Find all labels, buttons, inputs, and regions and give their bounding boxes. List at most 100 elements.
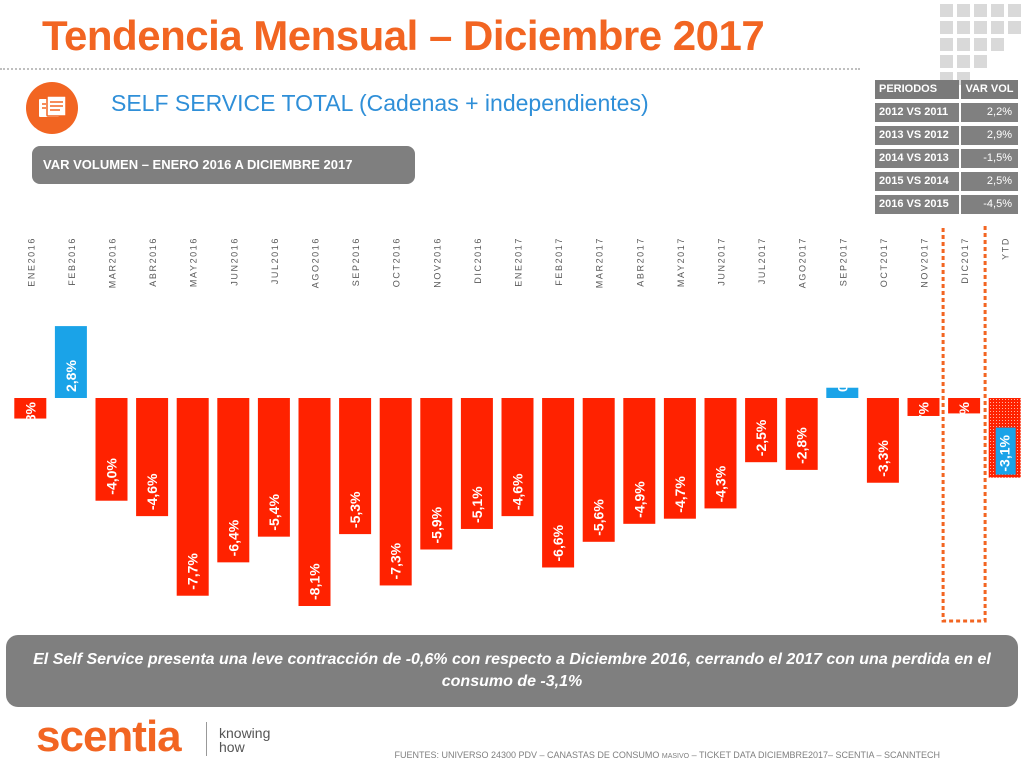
logo-wordmark: scentia: [36, 712, 182, 761]
logo-tagline-line1: knowing: [219, 725, 271, 741]
category-tick-label: ENE2017: [514, 237, 524, 287]
bar-value-label: -0,7%: [916, 401, 932, 438]
bar-value-label: -4,6%: [144, 473, 160, 510]
bar-value-label: -5,3%: [347, 491, 363, 528]
bar-value-label: -5,6%: [591, 499, 607, 536]
decorative-square: [974, 21, 987, 34]
bar-value-label: -5,1%: [469, 486, 485, 523]
logo-tagline: knowing how: [219, 726, 289, 754]
decorative-square: [957, 38, 970, 51]
highlight-frame: [941, 225, 987, 623]
category-tick-label: SEP2016: [351, 237, 361, 286]
category-tick-label: JUN2016: [229, 237, 239, 286]
source-text-c: – TICKET DATA DICIEMBRE2017– SCENTIA – S…: [689, 750, 940, 760]
volume-range-label: VAR VOLUMEN – ENERO 2016 A DICIEMBRE 201…: [32, 146, 415, 184]
decorative-square: [940, 4, 953, 17]
bar-value-label: 0,4%: [834, 360, 850, 392]
periods-table-row: 2015 VS 2014 2,5%: [875, 172, 1018, 191]
bar: [257, 398, 290, 537]
decorative-square: [957, 21, 970, 34]
bar: [54, 326, 87, 398]
decorative-square: [991, 4, 1004, 17]
bar-value-label: 2,8%: [63, 360, 79, 392]
bar-value-label: -7,7%: [185, 553, 201, 590]
decorative-square: [940, 38, 953, 51]
period-cell: 2016 VS 2015: [875, 195, 959, 214]
category-tick-label: AGO2016: [311, 237, 321, 288]
logo-divider: [206, 722, 207, 756]
bar-value-label: -4,0%: [104, 458, 120, 495]
decorative-square: [957, 4, 970, 17]
bar-value-label: -2,8%: [794, 427, 810, 464]
bar: [745, 398, 778, 463]
bar: [298, 398, 331, 606]
bar-value-label: -0,8%: [22, 401, 38, 438]
periods-table-row: 2013 VS 2012 2,9%: [875, 126, 1018, 145]
bar: [379, 398, 412, 586]
bar: [704, 398, 737, 509]
var-vol-cell: 2,5%: [961, 172, 1018, 191]
category-tick-label: JUL2017: [757, 237, 767, 284]
category-tick-label: FEB2016: [67, 237, 77, 286]
category-tick-label: MAR2016: [108, 237, 118, 288]
bar: [420, 398, 453, 550]
bar-value-label: -4,3%: [713, 465, 729, 502]
footer-source-note: FUENTES: UNIVERSO 24300 PDV – CANASTAS D…: [394, 750, 940, 760]
bar: [339, 398, 372, 535]
var-vol-header-cell: VAR VOL: [961, 80, 1018, 99]
bar: [663, 398, 696, 519]
ytd-label-box: [995, 427, 1016, 475]
bar-value-label: -3,1%: [997, 434, 1013, 471]
source-text-b: MASIVO: [661, 753, 690, 760]
period-cell: 2012 VS 2011: [875, 103, 959, 122]
bar: [785, 398, 818, 470]
decorative-squares: [834, 0, 1024, 85]
var-vol-cell: -1,5%: [961, 149, 1018, 168]
bar: [542, 398, 575, 568]
bar-value-label: -4,9%: [631, 481, 647, 518]
bar: [582, 398, 615, 542]
var-vol-cell: 2,2%: [961, 103, 1018, 122]
category-tick-label: NOV2017: [920, 237, 930, 288]
bar-value-label: -5,9%: [428, 506, 444, 543]
category-tick-label: JUL2016: [270, 237, 280, 284]
logo-tagline-line2: how: [219, 739, 245, 755]
bar-value-label: -5,4%: [266, 494, 282, 531]
decorative-square: [974, 55, 987, 68]
decorative-square: [974, 4, 987, 17]
title-divider: [0, 68, 860, 70]
bar: [136, 398, 169, 517]
category-tick-label: ABR2017: [635, 237, 645, 287]
category-tick-label: NOV2016: [432, 237, 442, 288]
periods-table-row: 2012 VS 2011 2,2%: [875, 103, 1018, 122]
periods-table-row: 2016 VS 2015 -4,5%: [875, 195, 1018, 214]
category-tick-label: FEB2017: [554, 237, 564, 286]
bar: [176, 398, 209, 596]
bar: [623, 398, 656, 524]
bar: [95, 398, 128, 501]
category-tick-label: MAY2016: [189, 237, 199, 287]
decorative-square: [940, 21, 953, 34]
bar: [501, 398, 534, 517]
decorative-square: [991, 38, 1004, 51]
decorative-square: [974, 38, 987, 51]
category-tick-label: OCT2016: [392, 237, 402, 287]
bar-value-label: -6,6%: [550, 524, 566, 561]
decorative-square: [1008, 21, 1021, 34]
category-tick-label: SEP2017: [838, 237, 848, 286]
periods-table-row: 2014 VS 2013 -1,5%: [875, 149, 1018, 168]
category-tick-label: DIC2016: [473, 237, 483, 284]
category-tick-label: AGO2017: [798, 237, 808, 288]
bar: [948, 398, 981, 414]
bar-value-label: -8,1%: [307, 563, 323, 600]
bar: [14, 398, 47, 419]
var-vol-cell: -4,5%: [961, 195, 1018, 214]
bar: [217, 398, 250, 563]
bar-value-label: -4,7%: [672, 476, 688, 513]
category-tick-label: MAY2017: [676, 237, 686, 287]
monthly-trend-bar-chart: ENE2016 -0,8% FEB2016 2,8% MAR2016 -4,0% ABR20…: [14, 225, 1021, 623]
category-tick-label: OCT2017: [879, 237, 889, 287]
decorative-square: [1008, 4, 1021, 17]
chart-subtitle: SELF SERVICE TOTAL (Cadenas + independie…: [111, 90, 649, 116]
bar: [907, 398, 940, 416]
